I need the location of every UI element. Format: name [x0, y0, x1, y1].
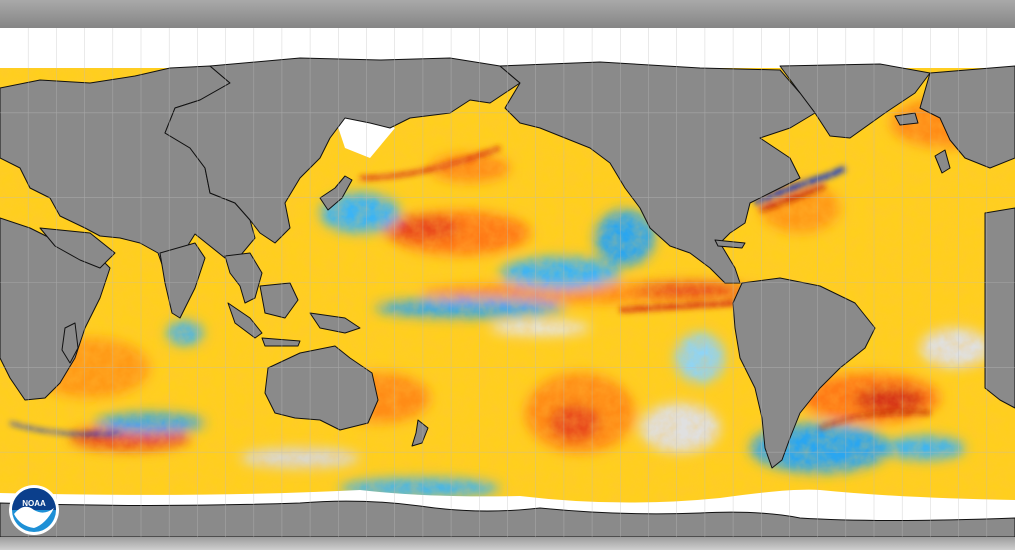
africa-east	[984, 207, 1015, 409]
noaa-logo: NOAA	[8, 484, 60, 536]
gull-icon	[14, 506, 54, 528]
north-america	[499, 61, 816, 284]
british-isles	[934, 149, 951, 174]
map-canvas	[0, 28, 1015, 537]
south-america	[732, 277, 876, 469]
india	[159, 242, 206, 319]
arabia	[39, 227, 116, 269]
japan	[319, 175, 353, 211]
europe	[919, 65, 1015, 169]
new-zealand	[411, 419, 429, 447]
borneo	[259, 282, 299, 319]
bottom-bar	[0, 537, 1015, 550]
okhotsk-sea-ice	[335, 118, 395, 158]
logo-top-half	[12, 488, 56, 510]
noaa-emblem: NOAA	[9, 485, 59, 535]
madagascar	[61, 322, 79, 364]
cuba	[714, 239, 746, 249]
new-guinea	[309, 312, 361, 334]
sst-anomaly-map	[0, 28, 1015, 537]
logo-text: NOAA	[22, 499, 46, 508]
java	[261, 337, 301, 347]
graticule	[0, 28, 1015, 537]
southeast-asia	[224, 252, 263, 304]
iceland	[894, 112, 919, 126]
